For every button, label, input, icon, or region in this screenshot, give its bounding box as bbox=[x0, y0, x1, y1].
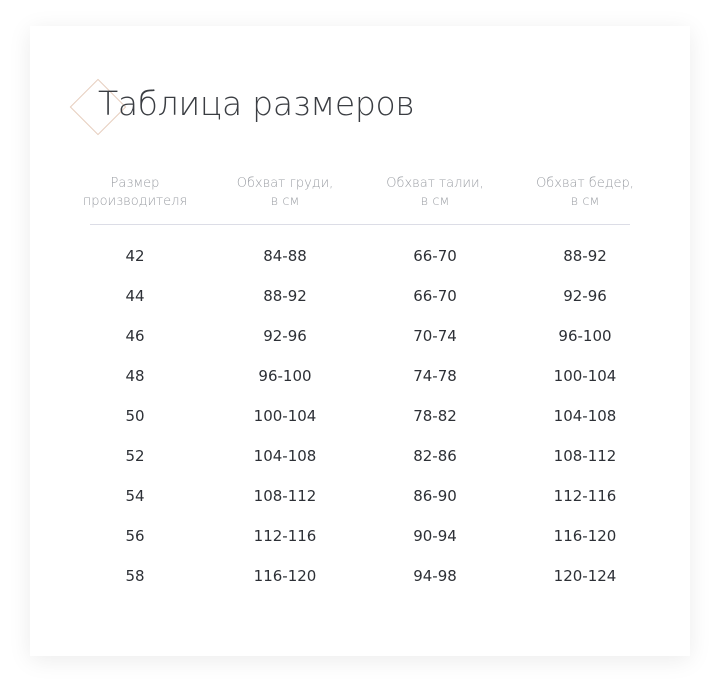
cell-hips: 88-92 bbox=[563, 247, 607, 265]
cell-chest: 96-100 bbox=[258, 367, 312, 385]
table-row: 48 96-100 74-78 100-104 bbox=[60, 365, 660, 405]
cell-chest: 100-104 bbox=[253, 407, 317, 425]
header-line: Обхват бедер, bbox=[536, 176, 634, 191]
page-title: Таблица размеров bbox=[98, 84, 415, 123]
table-row: 54 108-112 86-90 112-116 bbox=[60, 485, 660, 525]
cell-waist: 74-78 bbox=[413, 367, 457, 385]
cell-waist: 66-70 bbox=[413, 287, 457, 305]
cell-size: 44 bbox=[125, 287, 145, 305]
cell-waist: 82-86 bbox=[413, 447, 457, 465]
cell-chest: 116-120 bbox=[253, 567, 317, 585]
cell-size: 58 bbox=[125, 567, 145, 585]
cell-chest: 108-112 bbox=[253, 487, 317, 505]
cell-chest: 88-92 bbox=[263, 287, 307, 305]
cell-waist: 86-90 bbox=[413, 487, 457, 505]
table-row: 58 116-120 94-98 120-124 bbox=[60, 565, 660, 605]
header-waist: Обхват талии, в см bbox=[360, 175, 510, 211]
cell-size: 56 bbox=[125, 527, 145, 545]
cell-size: 52 bbox=[125, 447, 145, 465]
cell-hips: 100-104 bbox=[553, 367, 617, 385]
cell-hips: 112-116 bbox=[553, 487, 617, 505]
cell-chest: 104-108 bbox=[253, 447, 317, 465]
table-row: 50 100-104 78-82 104-108 bbox=[60, 405, 660, 445]
size-chart-card bbox=[30, 26, 690, 656]
cell-waist: 70-74 bbox=[413, 327, 457, 345]
cell-size: 50 bbox=[125, 407, 145, 425]
cell-hips: 92-96 bbox=[563, 287, 607, 305]
cell-chest: 84-88 bbox=[263, 247, 307, 265]
cell-size: 48 bbox=[125, 367, 145, 385]
cell-size: 46 bbox=[125, 327, 145, 345]
cell-waist: 78-82 bbox=[413, 407, 457, 425]
table-row: 46 92-96 70-74 96-100 bbox=[60, 325, 660, 365]
table-row: 56 112-116 90-94 116-120 bbox=[60, 525, 660, 565]
header-line: Размер bbox=[110, 176, 160, 191]
cell-waist: 90-94 bbox=[413, 527, 457, 545]
cell-waist: 94-98 bbox=[413, 567, 457, 585]
cell-hips: 120-124 bbox=[553, 567, 617, 585]
header-chest: Обхват груди, в см bbox=[210, 175, 360, 211]
cell-chest: 92-96 bbox=[263, 327, 307, 345]
cell-chest: 112-116 bbox=[253, 527, 317, 545]
header-manufacturer-size: Размер производителя bbox=[60, 175, 210, 211]
header-divider bbox=[90, 224, 630, 225]
header-line: Обхват груди, bbox=[236, 176, 334, 191]
table-header: Размер производителя Обхват груди, в см Об… bbox=[60, 175, 660, 211]
table-row: 52 104-108 82-86 108-112 bbox=[60, 445, 660, 485]
header-line: производителя bbox=[82, 194, 188, 209]
cell-hips: 104-108 bbox=[553, 407, 617, 425]
table-body: 42 84-88 66-70 88-92 44 88-92 66-70 92-96 46 92-9… bbox=[60, 245, 660, 605]
cell-hips: 116-120 bbox=[553, 527, 617, 545]
table-row: 42 84-88 66-70 88-92 bbox=[60, 245, 660, 285]
cell-hips: 96-100 bbox=[558, 327, 612, 345]
header-line: в см bbox=[420, 194, 450, 209]
table-row: 44 88-92 66-70 92-96 bbox=[60, 285, 660, 325]
cell-hips: 108-112 bbox=[553, 447, 617, 465]
cell-waist: 66-70 bbox=[413, 247, 457, 265]
cell-size: 42 bbox=[125, 247, 145, 265]
header-line: в см bbox=[270, 194, 300, 209]
header-hips: Обхват бедер, в см bbox=[510, 175, 660, 211]
header-line: Обхват талии, bbox=[386, 176, 484, 191]
header-line: в см bbox=[570, 194, 600, 209]
cell-size: 54 bbox=[125, 487, 145, 505]
